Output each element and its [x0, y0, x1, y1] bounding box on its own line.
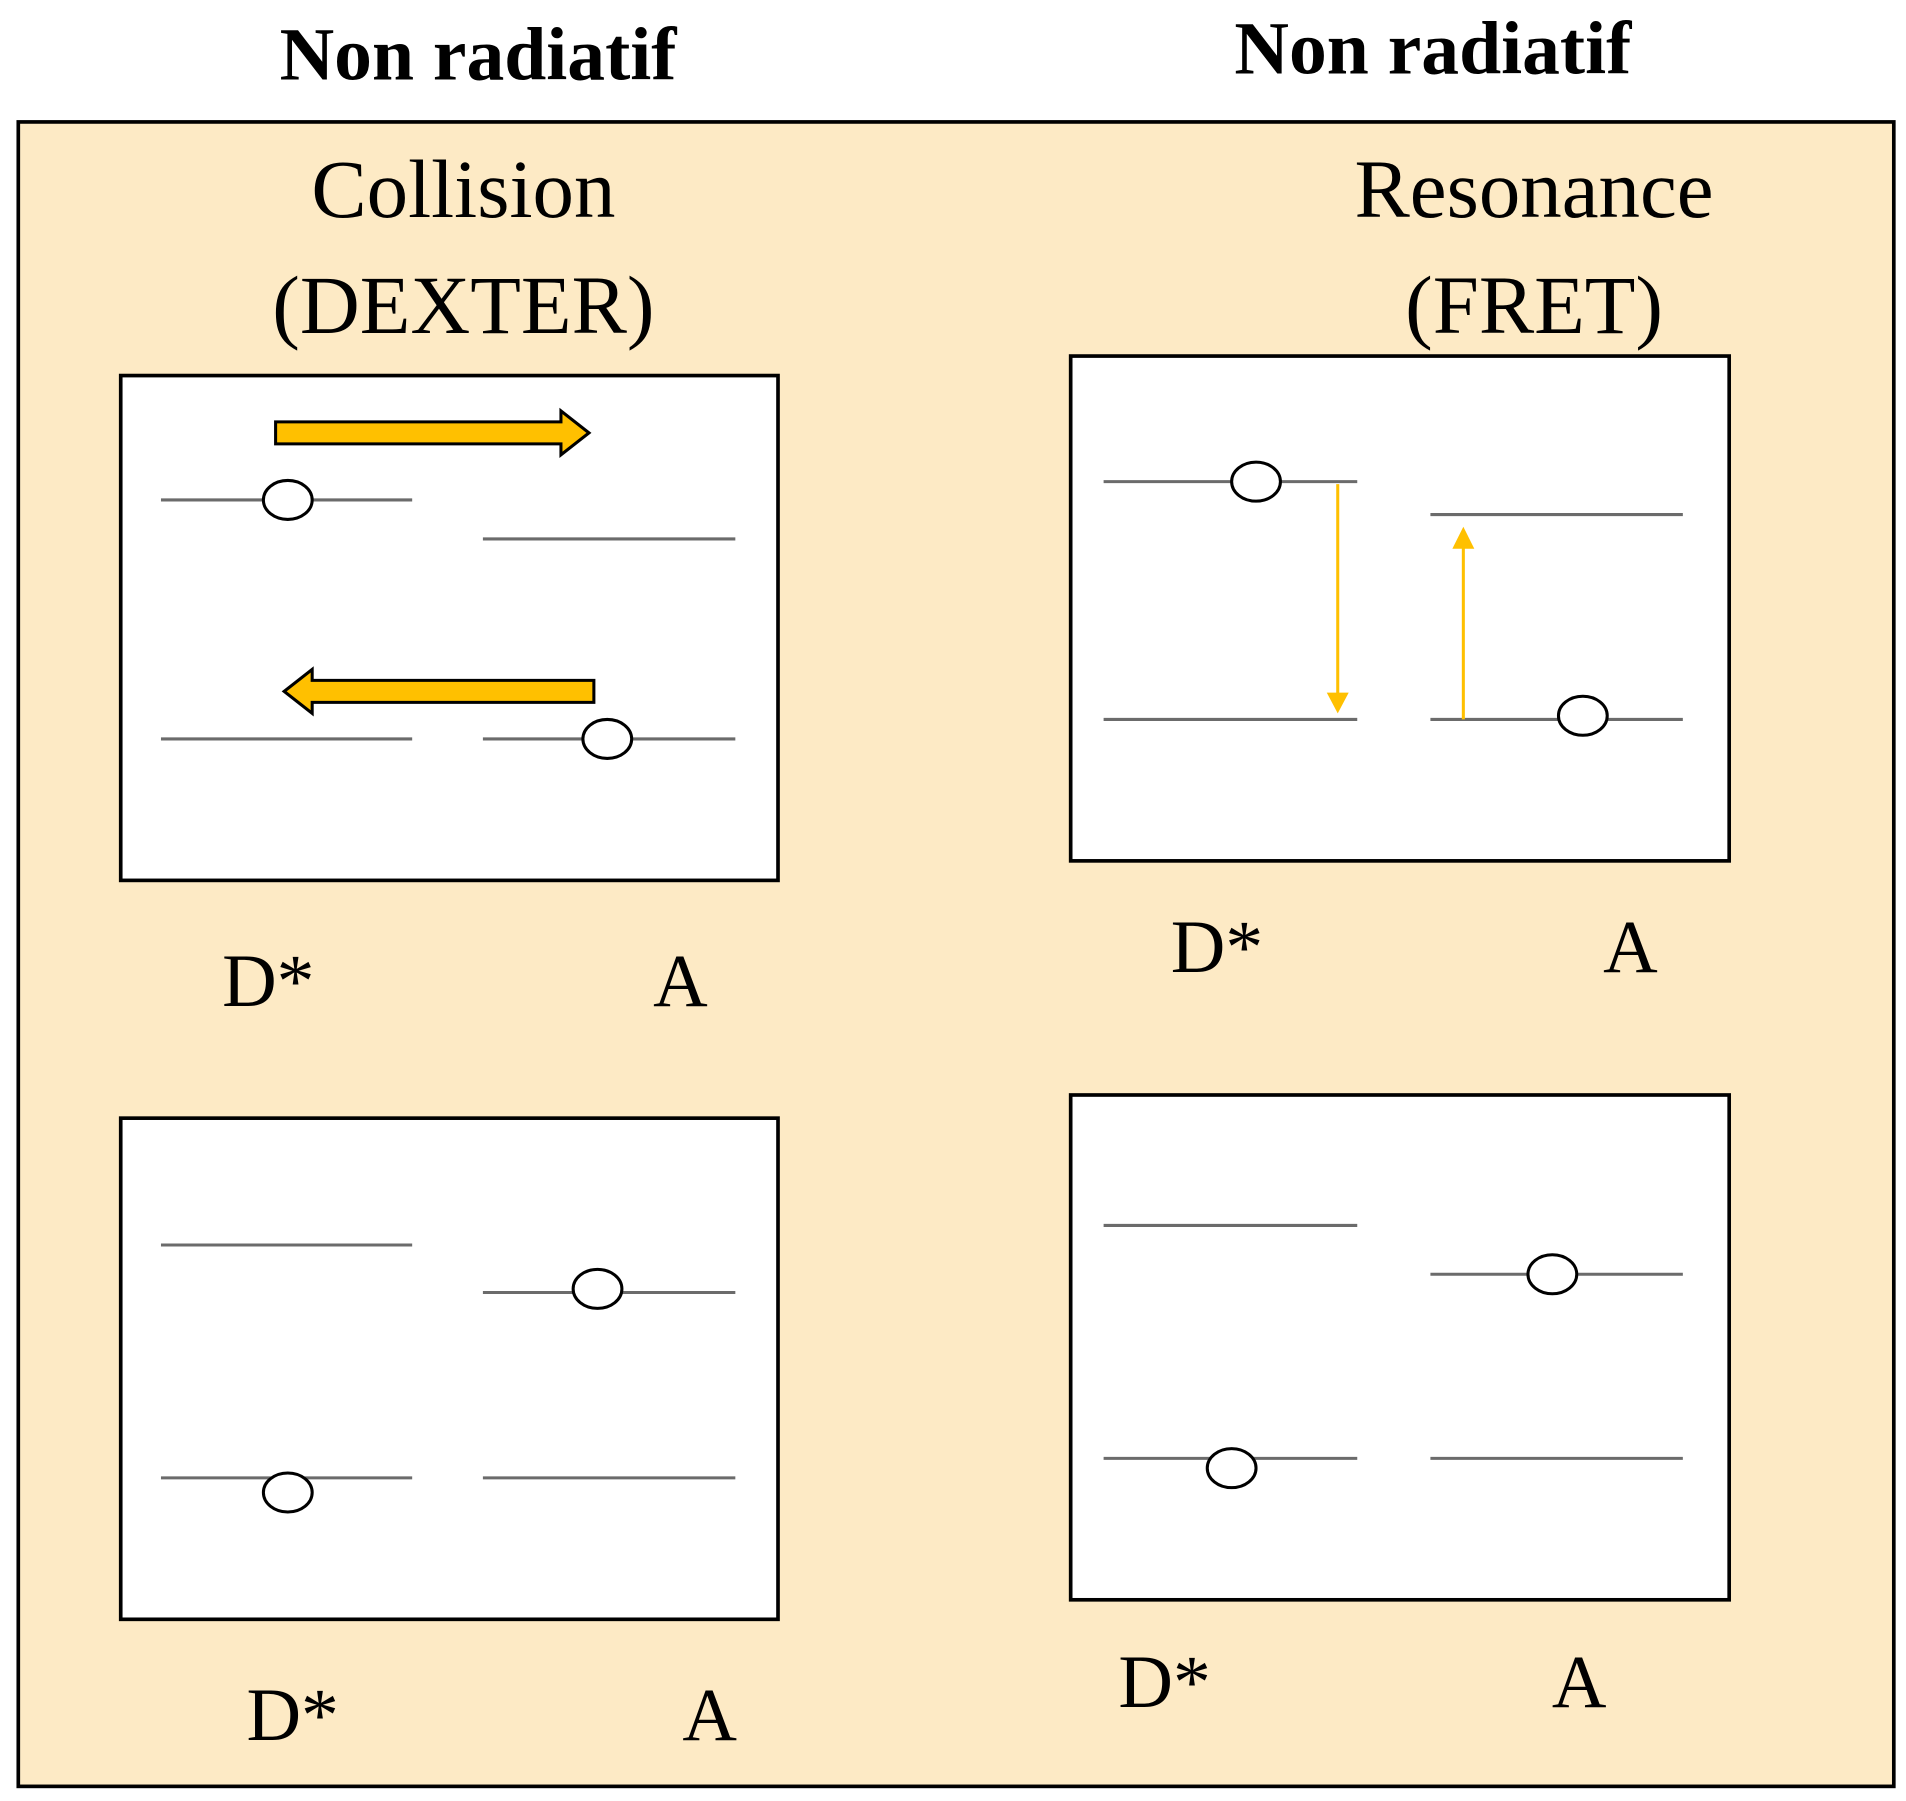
donor-label: D*: [1118, 1641, 1210, 1724]
acceptor-label: A: [1552, 1641, 1607, 1724]
energy-panel: [118, 373, 780, 883]
energy-panel: [1068, 1093, 1732, 1602]
acceptor-label: A: [682, 1674, 737, 1757]
acceptor-label: A: [653, 940, 708, 1023]
column-header: Non radiatif: [1234, 7, 1632, 90]
energy-panel: [118, 1116, 780, 1622]
column-header: Non radiatif: [280, 13, 678, 96]
donor-label: D*: [222, 940, 314, 1023]
energy-panel: [1068, 354, 1732, 863]
donor-label: D*: [246, 1674, 338, 1757]
mechanism-title: Resonance: [1354, 143, 1713, 235]
donor-label: D*: [1171, 906, 1263, 989]
acceptor-label: A: [1603, 906, 1658, 989]
mechanism-title: Collision: [311, 143, 615, 235]
mechanism-subtitle: (FRET): [1405, 259, 1663, 351]
mechanism-subtitle: (DEXTER): [272, 259, 654, 351]
